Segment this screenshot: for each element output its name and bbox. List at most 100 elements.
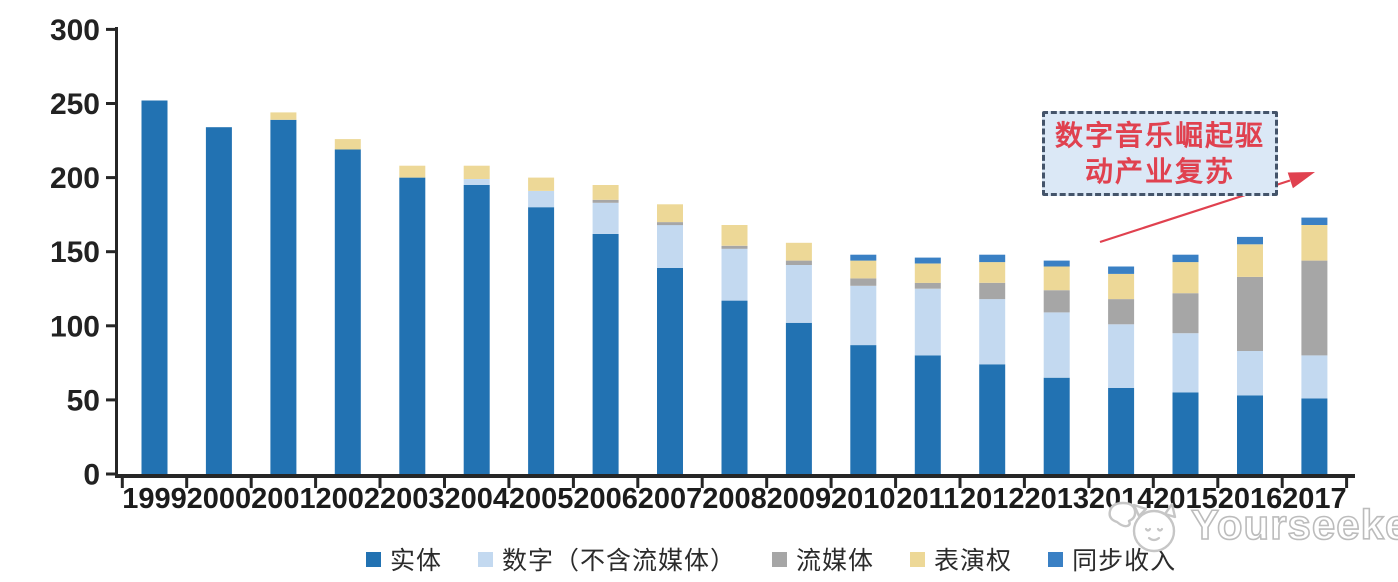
bar-segment — [1043, 290, 1070, 313]
bar-segment — [979, 299, 1006, 365]
y-axis-label: 100 — [50, 310, 100, 343]
bar-segment — [1172, 262, 1199, 294]
x-axis-label: 2001 — [251, 483, 316, 515]
x-axis-tick — [636, 478, 640, 488]
x-axis-label: 2004 — [444, 483, 509, 515]
x-axis-tick — [249, 478, 253, 488]
bar-segment — [592, 202, 619, 234]
legend-swatch — [478, 551, 494, 567]
bar-segment — [528, 190, 555, 208]
bar-segment — [1108, 266, 1135, 274]
bar-segment — [914, 355, 941, 474]
bar-segment — [399, 165, 426, 178]
bar-segment — [785, 322, 812, 474]
y-axis-tick — [106, 102, 115, 105]
x-axis-label: 2013 — [1024, 483, 1089, 515]
bar-segment — [850, 254, 877, 261]
bar-segment — [657, 204, 683, 223]
bar-segment — [205, 127, 232, 474]
x-axis-tick — [829, 478, 833, 488]
x-axis-tick — [185, 478, 189, 488]
legend-item: 流媒体 — [772, 541, 874, 577]
legend-swatch — [366, 551, 381, 567]
bar-segment — [721, 245, 748, 249]
annotation-box: 数字音乐崛起驱 动产业复苏 — [1042, 111, 1278, 196]
bar-segment — [721, 225, 748, 246]
legend-item: 数字（不含流媒体） — [478, 541, 736, 577]
bar-segment — [914, 257, 941, 264]
cat-logo-icon — [1108, 501, 1177, 553]
x-axis-tick — [700, 478, 704, 488]
y-axis-label: 250 — [50, 88, 100, 121]
y-axis-label: 0 — [83, 459, 100, 492]
bar-segment — [850, 285, 877, 346]
bar-segment — [979, 262, 1006, 283]
x-axis-line — [115, 474, 1355, 478]
legend-label: 流媒体 — [796, 547, 875, 575]
bar-segment — [1237, 351, 1263, 396]
bar-segment — [592, 199, 619, 203]
x-axis-tick — [1280, 478, 1284, 488]
bar-segment — [1108, 273, 1135, 300]
x-axis-label: 2002 — [316, 483, 381, 515]
bar-segment — [1043, 377, 1070, 474]
y-axis-line — [115, 27, 118, 478]
bar-segment — [592, 185, 619, 200]
x-axis-label: 2010 — [831, 483, 896, 515]
bar-segment — [914, 263, 941, 283]
bar-segment — [1172, 333, 1199, 393]
bar-segment — [1108, 388, 1135, 474]
y-axis-label: 150 — [50, 236, 100, 269]
bar-segment — [1237, 244, 1263, 277]
bar-segment — [270, 119, 297, 475]
bar-segment — [914, 282, 941, 289]
annotation-arrowhead — [1287, 172, 1315, 189]
bar-segment — [721, 248, 748, 301]
bar-segment — [270, 112, 297, 120]
bar-segment — [1237, 395, 1263, 474]
y-axis-tick — [106, 398, 115, 402]
legend-item: 实体 — [366, 541, 442, 577]
bar-segment — [1172, 392, 1199, 474]
x-axis-label: 2016 — [1218, 483, 1283, 515]
y-axis-label: 300 — [50, 14, 100, 47]
x-axis-tick — [1345, 478, 1349, 488]
bar-segment — [463, 165, 490, 179]
x-axis-tick — [894, 478, 898, 488]
legend-swatch — [910, 551, 926, 567]
y-axis-tick — [106, 324, 115, 328]
x-axis-tick — [571, 478, 575, 488]
legend-swatch — [1048, 551, 1064, 567]
bar-segment — [1108, 324, 1135, 388]
x-axis-label: 2011 — [896, 483, 959, 515]
y-axis-tick — [106, 250, 115, 254]
bar-segment — [592, 233, 619, 474]
x-axis-tick — [507, 478, 511, 488]
watermark-text: Yourseeker — [1190, 500, 1398, 549]
x-axis-label: 2008 — [702, 483, 767, 515]
annotation-text-line1: 数字音乐崛起驱 — [1054, 119, 1265, 151]
bar-segment — [399, 177, 426, 474]
x-axis-label: 2017 — [1282, 483, 1347, 515]
bar-segment — [979, 364, 1006, 474]
bar-segment — [1237, 236, 1263, 245]
bar-segment — [528, 207, 555, 474]
bar-segment — [141, 100, 168, 474]
x-axis-tick — [120, 478, 124, 488]
x-axis-label: 2015 — [1153, 483, 1218, 515]
bar-segment — [1301, 260, 1328, 356]
x-axis-tick — [378, 478, 382, 488]
bar-segment — [1108, 299, 1135, 325]
legend-label: 实体 — [390, 547, 443, 575]
bar-segment — [785, 242, 812, 261]
x-axis-label: 2000 — [187, 483, 252, 515]
bar-segment — [1043, 312, 1070, 378]
bar-segment — [979, 254, 1006, 263]
bar-segment — [334, 149, 361, 474]
x-axis-tick — [1151, 478, 1155, 488]
bar-segment — [785, 265, 812, 323]
legend-item: 表演权 — [910, 541, 1012, 577]
x-axis-label: 2012 — [960, 483, 1025, 515]
